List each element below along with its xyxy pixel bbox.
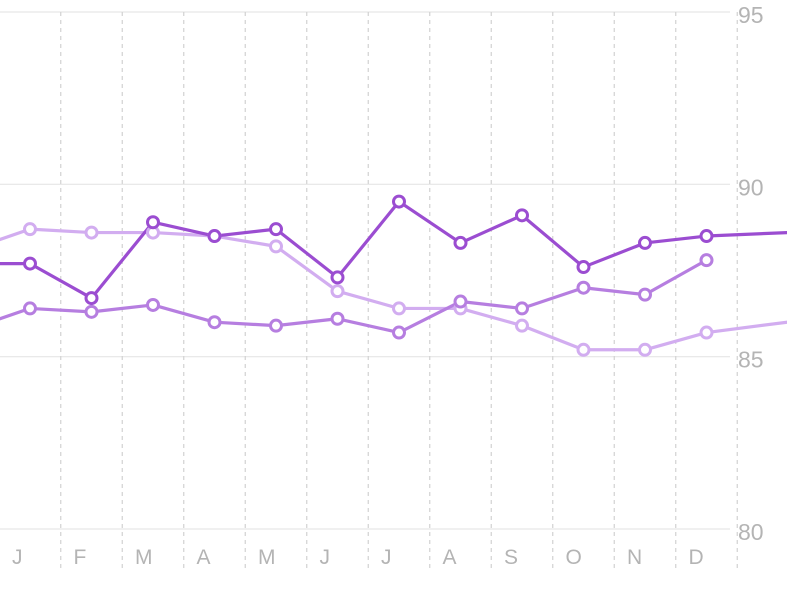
x-tick-label: M [135,546,153,569]
data-point [84,225,99,240]
x-tick-label: D [689,546,704,569]
data-point [515,208,529,223]
y-tick-label: 90 [738,174,764,200]
y-axis-labels: 95 90 85 80 [738,2,764,545]
data-point [269,222,283,237]
data-point [515,318,529,333]
series-points [23,194,714,357]
data-point [453,235,468,250]
x-tick-label: A [443,546,457,569]
data-point [699,253,714,268]
y-tick-label: 80 [738,519,764,545]
series-line [0,199,787,300]
data-point [515,301,529,316]
data-point [699,229,714,244]
data-point [330,284,345,299]
x-tick-label: F [74,546,87,569]
data-point [576,260,591,275]
horizontal-grid [0,11,730,530]
data-point [638,342,652,357]
data-point [207,229,222,244]
data-point [146,215,160,230]
data-point [638,287,652,302]
x-tick-label: J [320,546,331,569]
series-line [0,227,787,352]
data-point [269,239,283,254]
data-point [330,311,345,326]
data-point [638,235,652,250]
vertical-grid [60,12,738,570]
data-point [146,297,160,312]
data-point [576,280,591,295]
data-point [330,270,345,285]
data-point [576,342,591,357]
x-tick-label: O [566,546,582,569]
y-tick-label: 95 [738,2,764,28]
x-tick-label: J [12,546,23,569]
data-point [23,301,37,316]
x-tick-label: N [627,546,642,569]
data-point [453,294,468,309]
data-point [699,325,714,340]
data-point [392,194,406,209]
data-point [207,315,222,330]
series-lines [0,199,787,352]
x-tick-label: M [258,546,276,569]
y-tick-label: 85 [738,347,764,373]
data-point [392,325,406,340]
data-point [269,318,283,333]
x-tick-label: J [381,546,392,569]
data-point [392,301,406,316]
x-tick-label: S [504,546,518,569]
data-point [84,291,99,306]
x-tick-label: A [197,546,211,569]
data-point [23,222,37,237]
data-point [84,304,99,319]
data-point [23,256,37,271]
